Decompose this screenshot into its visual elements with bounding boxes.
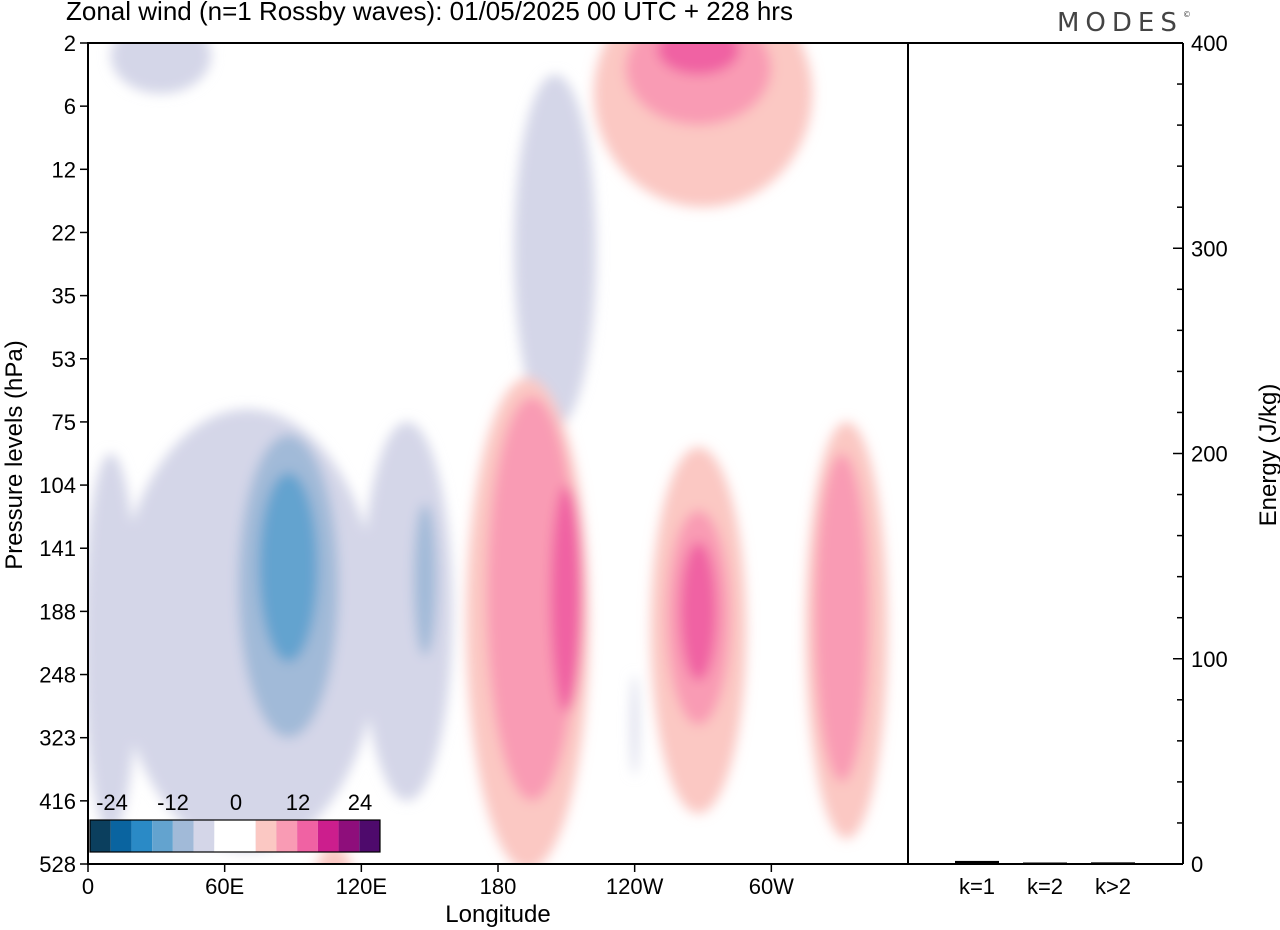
- y-tick-label: 6: [64, 94, 76, 119]
- contour-region-pos-3: [657, 43, 740, 75]
- colorbar-cell: [338, 820, 360, 852]
- colorbar-cell: [90, 820, 111, 852]
- contour-region-pos-2: [625, 43, 772, 126]
- x-tick-label: 60E: [205, 874, 244, 899]
- colorbar-cell: [110, 820, 132, 852]
- y-tick-label: 75: [52, 410, 76, 435]
- colorbar-cell: [359, 820, 380, 852]
- contour-region-neg-1: [361, 421, 453, 801]
- colorbar-cell: [152, 820, 173, 852]
- chart-title: Zonal wind (n=1 Rossby waves): 01/05/202…: [66, 0, 793, 26]
- energy-tick-label: 200: [1191, 442, 1228, 467]
- y-tick-label: 22: [52, 220, 76, 245]
- contour-region-neg-1: [513, 74, 596, 429]
- colorbar-label: -12: [157, 790, 189, 815]
- colorbar-cell: [297, 820, 318, 852]
- modes-logo: MODES©: [1057, 8, 1191, 38]
- contour-region-pos-3: [680, 541, 717, 681]
- brand-text: MODES: [1057, 8, 1183, 38]
- y-tick-label: 2: [64, 31, 76, 56]
- energy-tick-label: 0: [1191, 852, 1203, 877]
- colorbar-cell: [255, 820, 277, 852]
- x-tick-label: 180: [480, 874, 517, 899]
- colorbar-label: 24: [348, 790, 372, 815]
- energy-category-label: k>2: [1095, 874, 1131, 899]
- y-tick-label: 188: [39, 599, 76, 624]
- y-tick-label: 35: [52, 284, 76, 309]
- x-tick-label: 120W: [606, 874, 664, 899]
- energy-category-label: k=1: [959, 874, 995, 899]
- colorbar-frame: [89, 819, 381, 853]
- colorbar-cell: [276, 820, 298, 852]
- y-tick-label: 141: [39, 536, 76, 561]
- contour-region-pos-3: [550, 485, 583, 713]
- colorbar-cell: [214, 820, 235, 852]
- y-tick-label: 248: [39, 663, 76, 688]
- contour-region-neg-1: [88, 453, 139, 833]
- x-axis-title: Longitude: [445, 901, 550, 928]
- contour-region-neg-2: [413, 504, 437, 656]
- energy-category-label: k=2: [1027, 874, 1063, 899]
- y-tick-label: 53: [52, 347, 76, 372]
- wind-contour-field: [88, 43, 888, 864]
- energy-tick-label: 300: [1191, 236, 1228, 261]
- contour-region-pos-2: [486, 396, 578, 801]
- y-tick-label: 12: [52, 157, 76, 182]
- y-tick-label: 104: [39, 473, 76, 498]
- y-tick-label: 528: [39, 852, 76, 877]
- x-tick-label: 120E: [336, 874, 387, 899]
- y-tick-label: 323: [39, 726, 76, 751]
- energy-bar: [955, 860, 999, 864]
- contour-region-neg-1: [631, 674, 639, 776]
- contour-region-neg-3: [258, 472, 319, 662]
- y-axis-title: Pressure levels (hPa): [1, 340, 28, 569]
- colorbar-label: -24: [96, 790, 128, 815]
- energy-tick-label: 400: [1191, 31, 1228, 56]
- colorbar: -24 -12 0 12 24: [89, 790, 381, 853]
- contour-region-neg-1: [110, 43, 211, 94]
- x-tick-label: 0: [82, 874, 94, 899]
- colorbar-label: 0: [230, 790, 242, 815]
- brand-mark: ©: [1182, 10, 1191, 19]
- colorbar-cell: [235, 820, 256, 852]
- colorbar-cell: [317, 820, 339, 852]
- energy-bar: [1023, 862, 1067, 864]
- colorbar-cell: [131, 820, 153, 852]
- x-tick-label: 60W: [749, 874, 794, 899]
- colorbar-cell: [193, 820, 215, 852]
- energy-tick-label: 100: [1191, 647, 1228, 672]
- energy-bar-chart: 0 100 200 300 400 k=1 k=2 k>2: [908, 31, 1228, 899]
- energy-bar: [1091, 862, 1135, 864]
- contour-region-pos-2: [814, 453, 870, 782]
- y-tick-label: 416: [39, 789, 76, 814]
- energy-axis-title: Energy (J/kg): [1255, 384, 1280, 527]
- colorbar-label: 12: [286, 790, 310, 815]
- colorbar-cell: [172, 820, 194, 852]
